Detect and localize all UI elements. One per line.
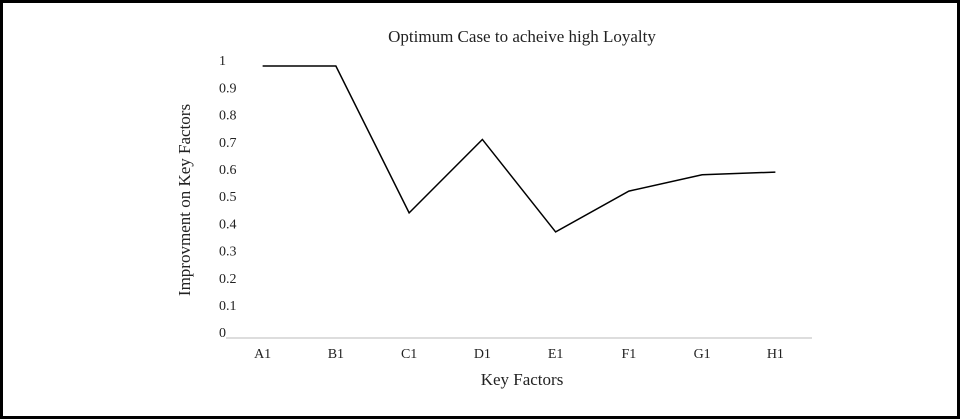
x-tick-label: E1 bbox=[548, 347, 564, 362]
y-tick-label: 0.4 bbox=[219, 217, 237, 232]
y-axis-label: Improvment on Key Factors bbox=[175, 104, 194, 296]
y-tick-label: 0.7 bbox=[219, 136, 237, 151]
x-axis-label: Key Factors bbox=[481, 370, 564, 389]
y-tick-label: 0.1 bbox=[219, 299, 237, 314]
y-tick-label: 0.6 bbox=[219, 163, 237, 178]
y-tick-label: 0.9 bbox=[219, 81, 237, 96]
line bbox=[262, 65, 776, 233]
y-tick-label: 0.2 bbox=[219, 272, 237, 287]
y-tick-label: 0.8 bbox=[219, 109, 237, 124]
chart-title: Optimum Case to acheive high Loyalty bbox=[388, 27, 656, 46]
x-tick-label: D1 bbox=[474, 347, 491, 362]
x-tick-label: A1 bbox=[254, 347, 271, 362]
x-tick-label: G1 bbox=[694, 347, 711, 362]
y-tick-label: 1 bbox=[219, 54, 226, 69]
x-tick-label: F1 bbox=[621, 347, 636, 362]
y-tick-label: 0.3 bbox=[219, 245, 237, 260]
x-tick-label: C1 bbox=[401, 347, 417, 362]
x-tick-label: H1 bbox=[767, 347, 784, 362]
y-tick-label: 0.5 bbox=[219, 190, 237, 205]
x-tick-label: B1 bbox=[328, 347, 344, 362]
y-tick-label: 0 bbox=[219, 326, 226, 341]
